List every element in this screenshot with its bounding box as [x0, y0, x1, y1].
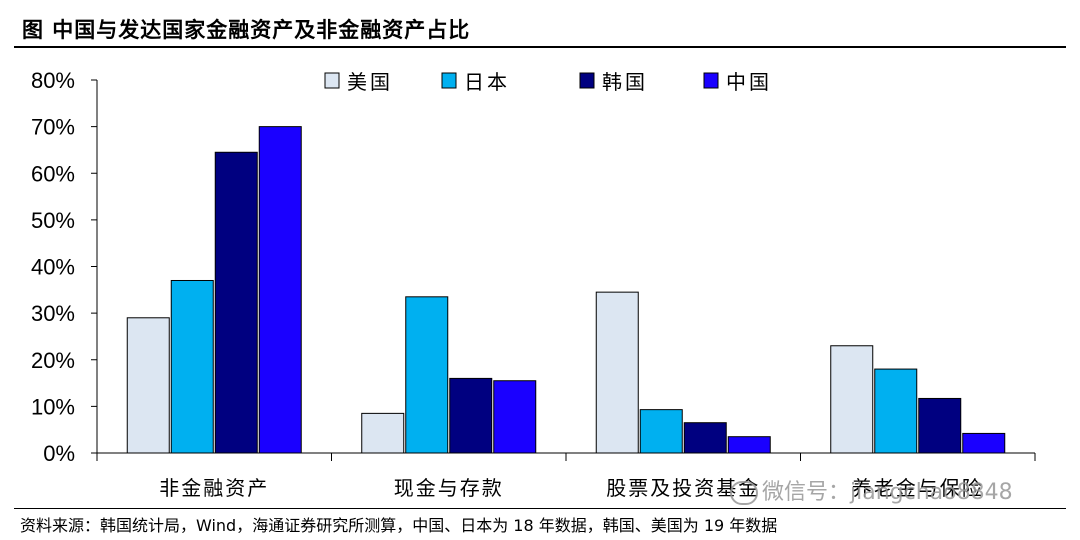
bar-中国-2 — [727, 436, 771, 454]
y-tick-label: 30% — [31, 301, 75, 326]
legend-swatch — [703, 72, 719, 89]
bar-美国-3 — [830, 345, 874, 454]
x-category-label: 现金与存款 — [394, 476, 504, 500]
legend-label: 中国 — [726, 70, 772, 94]
bar-日本-1 — [405, 296, 449, 454]
y-tick-label: 20% — [31, 348, 75, 373]
y-tick-label: 10% — [31, 394, 75, 419]
legend-label: 日本 — [464, 70, 510, 94]
y-tick-label: 70% — [31, 115, 75, 140]
footer-rule — [14, 508, 1066, 509]
bar-日本-0 — [170, 279, 214, 454]
legend-swatch — [441, 72, 457, 89]
y-tick-label: 50% — [31, 208, 75, 233]
title-rule — [14, 46, 1066, 48]
bar-韩国-1 — [449, 377, 493, 454]
legend-label: 美国 — [347, 70, 393, 94]
y-tick-label: 0% — [43, 441, 75, 466]
bar-美国-2 — [595, 291, 639, 454]
bar-日本-2 — [639, 409, 683, 454]
bar-韩国-0 — [214, 151, 258, 454]
y-tick-label: 80% — [31, 68, 75, 93]
wechat-icon — [730, 481, 758, 505]
legend-swatch — [579, 72, 595, 89]
bar-美国-0 — [126, 317, 170, 454]
bar-韩国-3 — [918, 397, 962, 454]
source-note: 资料来源：韩国统计局，Wind，海通证券研究所测算，中国、日本为 18 年数据，… — [20, 516, 778, 535]
x-category-label: 养老金与保险 — [852, 476, 984, 500]
legend-swatch — [324, 72, 340, 89]
y-tick-label: 40% — [31, 255, 75, 280]
title-bar: 图 中国与发达国家金融资产及非金融资产占比 — [14, 10, 1066, 46]
bar-中国-0 — [258, 126, 302, 454]
watermark: 微信号：jiangchao8848 — [730, 474, 1013, 506]
y-tick-label: 60% — [31, 161, 75, 186]
watermark-text: 微信号：jiangchao8848 — [762, 480, 1013, 505]
bar-美国-1 — [361, 412, 405, 454]
bar-韩国-2 — [683, 422, 727, 454]
page-title: 图 中国与发达国家金融资产及非金融资产占比 — [22, 18, 471, 42]
legend-label: 韩国 — [602, 70, 648, 94]
bar-中国-3 — [962, 432, 1006, 454]
bar-中国-1 — [493, 380, 537, 454]
bar-日本-3 — [874, 368, 918, 454]
x-category-label: 非金融资产 — [159, 476, 269, 500]
